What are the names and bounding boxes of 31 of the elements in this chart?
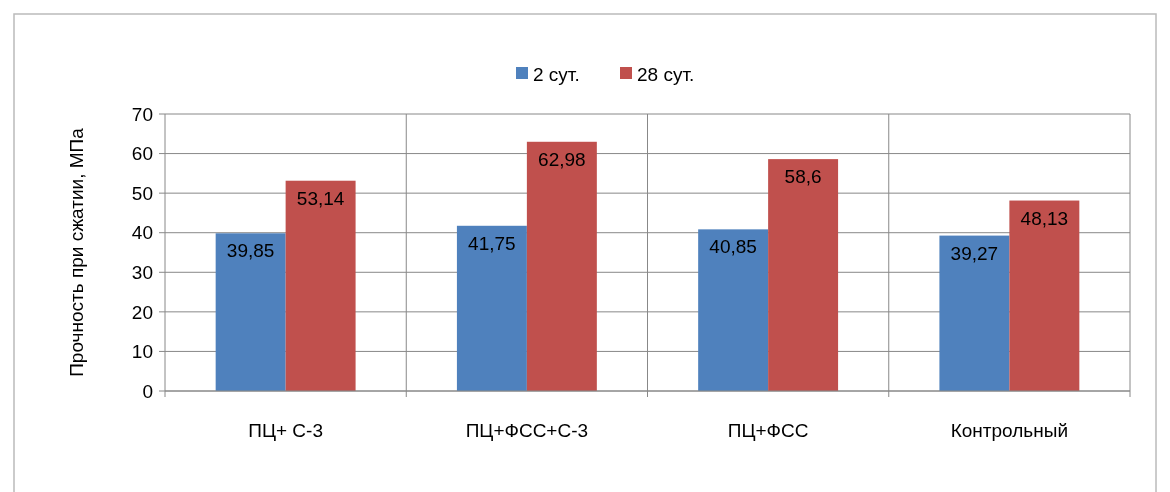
- bar: [1009, 200, 1080, 391]
- y-tick-label: 20: [131, 301, 153, 323]
- data-label: 58,6: [784, 166, 822, 188]
- data-label: 39,85: [226, 240, 275, 262]
- y-axis-title: Прочность при сжатии, МПа: [66, 127, 87, 377]
- bar: [768, 159, 839, 391]
- x-tick-label: Контрольный: [950, 420, 1069, 441]
- y-tick-label: 30: [131, 261, 153, 283]
- data-label: 62,98: [538, 148, 586, 170]
- bar: [698, 229, 769, 391]
- y-tick-label: 70: [131, 103, 153, 125]
- y-tick-label: 60: [131, 143, 153, 165]
- legend-label: 28 сут.: [637, 63, 695, 85]
- data-label: 48,13: [1020, 207, 1069, 229]
- data-label: 41,75: [468, 232, 516, 254]
- bar: [456, 225, 527, 391]
- y-tick-label: 10: [131, 341, 153, 363]
- bar: [285, 180, 356, 391]
- x-tick-label: ПЦ+ФСС+С-3: [465, 420, 589, 441]
- data-label: 53,14: [296, 187, 345, 209]
- y-tick-label: 0: [142, 380, 153, 402]
- legend-label: 2 сут.: [533, 63, 580, 85]
- x-tick-label: ПЦ+ФСС: [727, 420, 809, 441]
- bar: [939, 235, 1010, 391]
- y-tick-label: 50: [131, 182, 153, 204]
- data-label: 40,85: [709, 236, 757, 258]
- data-label: 39,27: [950, 242, 999, 264]
- bar: [215, 233, 286, 391]
- y-tick-label: 40: [131, 222, 153, 244]
- bar: [526, 141, 597, 391]
- x-tick-label: ПЦ+ С-3: [248, 420, 323, 441]
